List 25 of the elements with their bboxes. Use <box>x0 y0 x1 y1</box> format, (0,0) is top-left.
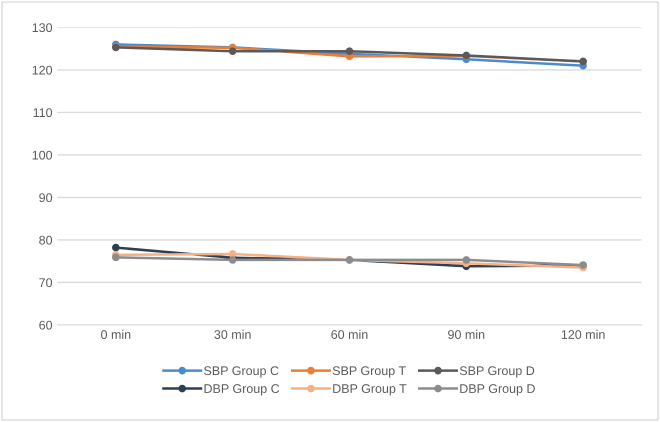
x-tick-label: 60 min <box>331 330 368 339</box>
y-tick-label: 130 <box>32 23 52 32</box>
legend-label: DBP Group C <box>204 384 280 396</box>
y-tick-label: 100 <box>32 150 52 160</box>
y-tick-label: 90 <box>39 193 52 202</box>
legend-label: SBP Group T <box>332 366 406 378</box>
legend-label: DBP Group T <box>333 384 406 396</box>
legend-label: SBP Group D <box>460 366 534 378</box>
point <box>228 256 236 264</box>
x-tick-label: 0 min <box>101 330 130 339</box>
point <box>228 47 236 56</box>
x-tick-label: 90 min <box>448 330 484 339</box>
x-tick-label: 30 min <box>214 330 251 339</box>
point <box>346 47 354 56</box>
point <box>462 256 470 264</box>
y-tick-label: 80 <box>39 236 52 245</box>
point <box>112 244 120 252</box>
x-tick-label: 120 min <box>562 330 605 339</box>
y-tick-label: 110 <box>34 108 52 118</box>
legend-label: SBP Group C <box>204 366 279 378</box>
y-tick-label: 70 <box>39 278 52 288</box>
y-tick-label: 120 <box>32 66 52 75</box>
legend-label: DBP Group D <box>460 384 535 396</box>
y-tick-label: 60 <box>39 320 52 330</box>
point <box>112 254 120 262</box>
